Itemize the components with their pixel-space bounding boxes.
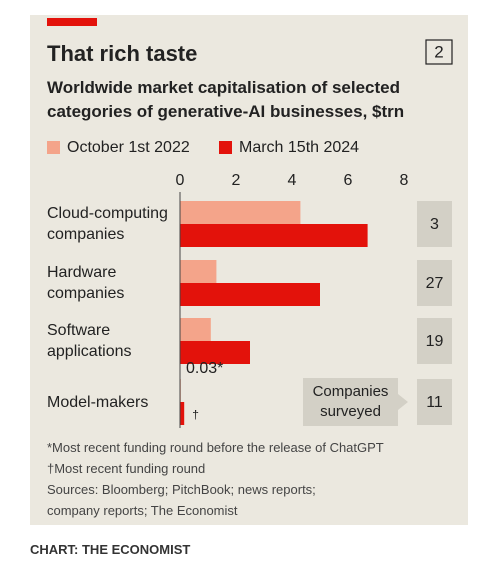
x-tick-label: 2 [232, 172, 241, 189]
chart-title: That rich taste [47, 41, 197, 66]
value-label: 0.03* [186, 360, 223, 377]
bar [180, 260, 217, 283]
chart-number-box [425, 39, 453, 65]
legend-label: March 15th 2024 [239, 139, 359, 156]
bar [180, 201, 301, 224]
legend-swatch [219, 141, 232, 154]
chart-panel [30, 15, 468, 525]
category-label: Cloud-computing companies [47, 205, 168, 243]
count-value: 11 [426, 394, 443, 411]
source: Sources: Bloomberg; PitchBook; news repo… [47, 482, 316, 518]
footnote: *Most recent funding round before the re… [47, 440, 384, 455]
x-tick-label: 0 [176, 172, 185, 189]
bar [180, 402, 185, 425]
legend-label: October 1st 2022 [67, 139, 190, 156]
bar [180, 318, 211, 341]
callout-box [303, 378, 408, 426]
x-tick-label: 4 [288, 172, 297, 189]
legend-swatch [47, 141, 60, 154]
count-box [417, 379, 452, 425]
count-box [417, 260, 452, 306]
count-box [417, 201, 452, 247]
count-box [417, 318, 452, 364]
footnote: †Most recent funding round [47, 461, 206, 476]
x-tick-label: 8 [400, 172, 409, 189]
brand-bar [47, 18, 97, 26]
value-label: † [192, 408, 199, 422]
chart-subtitle: Worldwide market capitalisation of selec… [47, 78, 405, 121]
category-label: Software applications [47, 322, 132, 360]
credit: CHART: THE ECONOMIST [30, 542, 191, 557]
category-label: Model-makers [47, 393, 149, 411]
bar [180, 341, 250, 364]
count-value: 27 [426, 275, 444, 292]
category-label: Hardware companies [47, 264, 125, 302]
bar [180, 283, 320, 306]
count-value: 19 [426, 333, 444, 350]
x-tick-label: 6 [344, 172, 353, 189]
bar [180, 224, 368, 247]
count-value: 3 [430, 216, 439, 233]
callout-label: Companies surveyed [312, 383, 389, 420]
chart-number: 2 [434, 42, 443, 61]
